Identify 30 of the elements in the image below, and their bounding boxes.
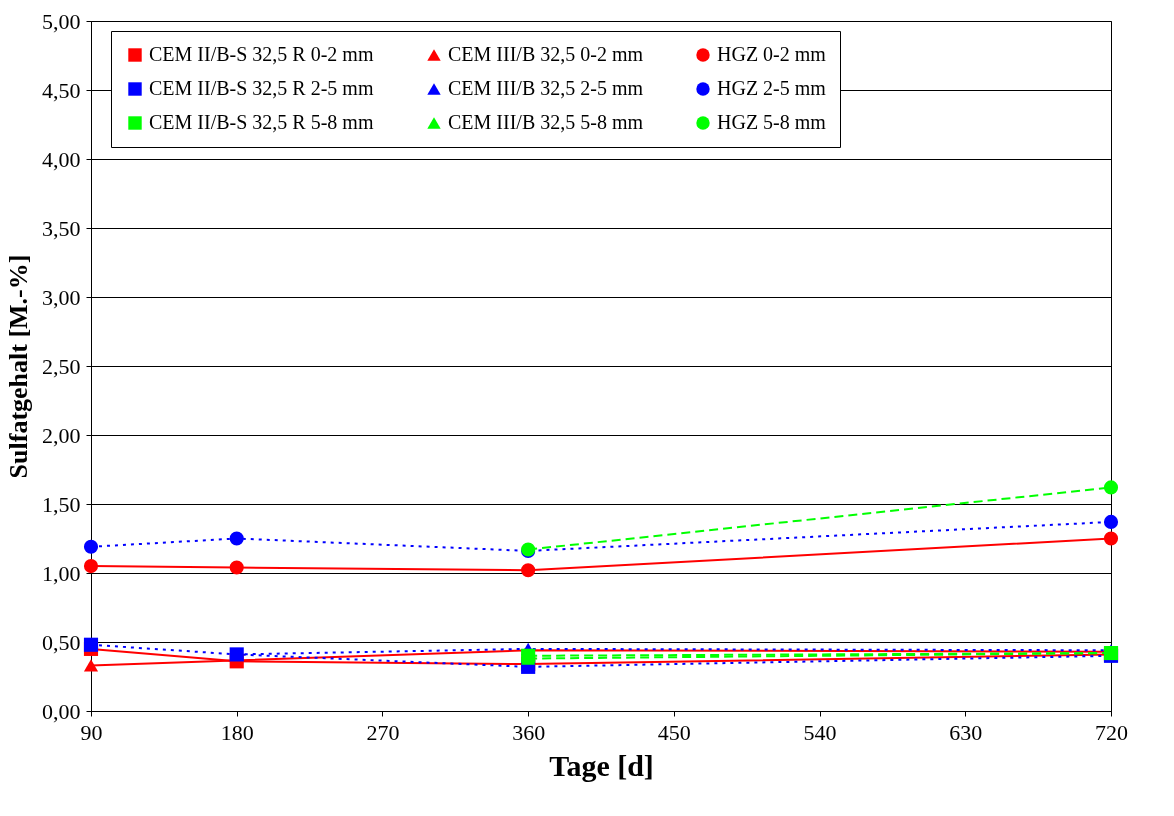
- y-axis-title: Sulfatgehalt [M.-%]: [4, 254, 33, 479]
- legend-label: CEM II/B-S 32,5 R 2-5 mm: [149, 77, 374, 99]
- x-tick-label: 90: [80, 719, 103, 745]
- y-tick-label: 2,00: [42, 422, 81, 448]
- x-axis-title: Tage [d]: [549, 748, 654, 782]
- legend-label: CEM II/B-S 32,5 R 5-8 mm: [149, 111, 374, 133]
- legend-label: HGZ 0-2 mm: [717, 43, 827, 65]
- y-tick-label: 3,50: [42, 215, 81, 241]
- y-tick-label: 2,50: [42, 353, 81, 379]
- y-tick-label: 0,50: [42, 629, 81, 655]
- y-tick-label: 0,00: [42, 698, 81, 724]
- x-tick-label: 720: [1095, 719, 1128, 745]
- y-tick-label: 5,00: [42, 8, 81, 34]
- x-tick-label: 360: [512, 719, 546, 745]
- y-tick-label: 1,50: [42, 491, 81, 517]
- y-tick-label: 4,00: [42, 146, 81, 172]
- legend-label: CEM III/B 32,5 5-8 mm: [448, 111, 644, 133]
- x-tick-label: 450: [657, 719, 691, 745]
- x-tick-label: 180: [220, 719, 254, 745]
- legend-label: CEM III/B 32,5 0-2 mm: [448, 43, 644, 65]
- x-tick-label: 630: [949, 719, 983, 745]
- y-tick-label: 3,00: [42, 284, 81, 310]
- x-tick-label: 540: [803, 719, 837, 745]
- legend-label: CEM III/B 32,5 2-5 mm: [448, 77, 644, 99]
- legend-label: HGZ 5-8 mm: [717, 111, 827, 133]
- legend-label: CEM II/B-S 32,5 R 0-2 mm: [149, 43, 374, 65]
- y-tick-label: 4,50: [42, 77, 81, 103]
- legend-label: HGZ 2-5 mm: [717, 77, 827, 99]
- y-tick-label: 1,00: [42, 560, 81, 586]
- x-tick-label: 270: [366, 719, 400, 745]
